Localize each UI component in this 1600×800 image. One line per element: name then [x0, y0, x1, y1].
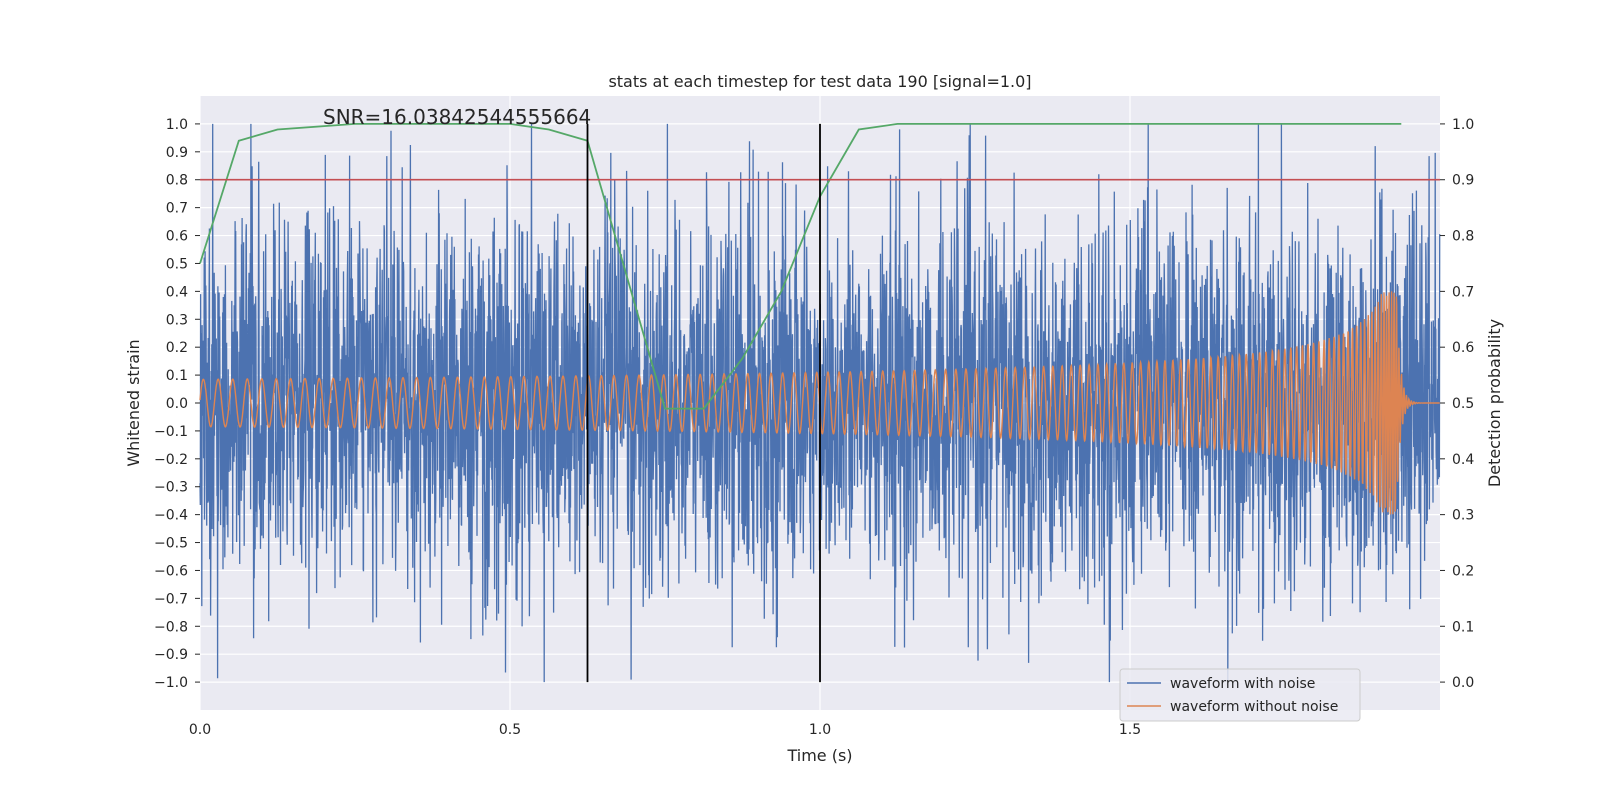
- y-tick-label: −0.8: [154, 619, 188, 635]
- y-tick-label: −0.5: [154, 536, 188, 552]
- y-tick-label: 0.2: [166, 340, 188, 356]
- y-tick-label: −0.4: [154, 508, 188, 524]
- y2-tick-label: 0.5: [1452, 396, 1474, 412]
- y-tick-label: −0.2: [154, 452, 188, 468]
- y-tick-label: 0.6: [166, 229, 188, 245]
- legend-label-clean: waveform without noise: [1170, 699, 1338, 715]
- y2-tick-label: 0.6: [1452, 340, 1474, 356]
- y-tick-label: 0.0: [166, 396, 188, 412]
- y-tick-label: −0.3: [154, 480, 188, 496]
- y-tick-label: 0.7: [166, 201, 188, 217]
- ticks-layer: 1.0 0.9 0.8 0.7 0.6 0.5 0.4 0.3 0.2 0.1 0.0 −0.1 −0.…: [154, 117, 1474, 738]
- chart-title: stats at each timestep for test data 190…: [608, 72, 1031, 91]
- y2-tick-label: 1.0: [1452, 117, 1474, 133]
- y2-tick-label: 0.7: [1452, 284, 1474, 300]
- y-tick-label: 0.8: [166, 173, 188, 189]
- y-tick-label: −0.6: [154, 563, 188, 579]
- y-axis-label: Whitened strain: [124, 339, 143, 466]
- y2-tick-label: 0.3: [1452, 508, 1474, 524]
- y2-axis-label: Detection probability: [1485, 319, 1504, 487]
- x-tick-label: 0.0: [189, 722, 211, 738]
- y2-tick-label: 0.8: [1452, 229, 1474, 245]
- y-tick-label: 0.3: [166, 312, 188, 328]
- y2-tick-label: 0.9: [1452, 173, 1474, 189]
- y-tick-label: −0.7: [154, 591, 188, 607]
- y-tick-label: −1.0: [154, 675, 188, 691]
- y2-tick-label: 0.4: [1452, 452, 1474, 468]
- y-tick-label: −0.1: [154, 424, 188, 440]
- legend-box: [1119, 668, 1361, 722]
- x-tick-label: 0.5: [499, 722, 521, 738]
- x-axis-label: Time (s): [786, 746, 852, 765]
- y-tick-label: 0.1: [166, 368, 188, 384]
- y-tick-label: −0.9: [154, 647, 188, 663]
- legend: waveform with noise waveform without noi…: [1119, 668, 1361, 722]
- overlay-layer: [199, 123, 1440, 683]
- y-tick-label: 1.0: [166, 117, 188, 133]
- y-tick-label: 0.5: [166, 256, 188, 272]
- series-detection-probability: [199, 123, 1402, 410]
- x-tick-label: 1.5: [1119, 722, 1141, 738]
- y-tick-label: 0.4: [166, 284, 188, 300]
- y2-tick-label: 0.0: [1452, 675, 1474, 691]
- snr-annotation: SNR=16.03842544555664: [323, 105, 591, 129]
- y2-tick-label: 0.1: [1452, 619, 1474, 635]
- y-tick-label: 0.9: [166, 145, 188, 161]
- x-tick-label: 1.0: [809, 722, 831, 738]
- legend-label-noisy: waveform with noise: [1170, 676, 1315, 692]
- y2-tick-label: 0.2: [1452, 563, 1474, 579]
